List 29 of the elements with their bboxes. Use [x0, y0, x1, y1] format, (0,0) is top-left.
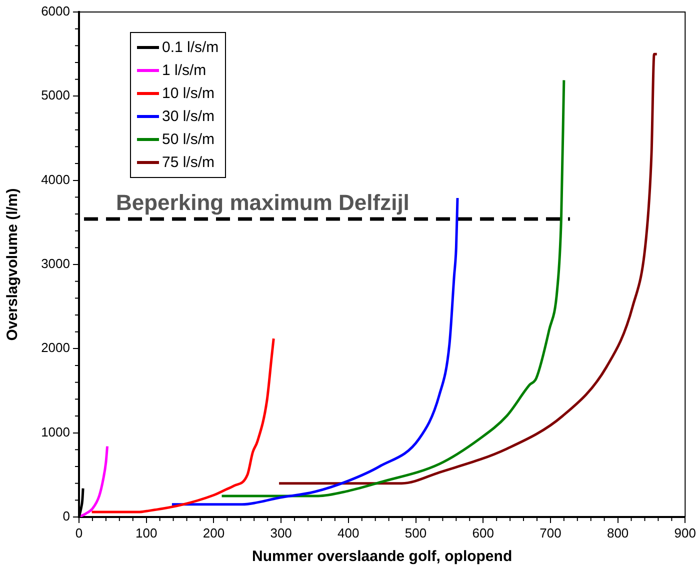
line-series	[79, 445, 109, 517]
x-tick-label: 900	[674, 525, 696, 540]
y-tick-label: 1000	[41, 424, 70, 440]
y-tick-label: 4000	[41, 172, 70, 187]
y-tick-label: 0	[62, 508, 70, 524]
x-tick-label: 0	[75, 525, 83, 540]
x-tick-label: 200	[202, 525, 225, 540]
x-tick-label: 600	[472, 525, 494, 540]
line-series	[220, 78, 566, 498]
y-axis-title: Overslagvolume (l/m)	[4, 188, 22, 341]
ref-line-label: Beperking maximum Delfzijl	[116, 190, 410, 216]
line-series	[90, 337, 275, 514]
y-tick-label: 6000	[41, 4, 70, 19]
legend-label: 1 l/s/m	[162, 61, 206, 81]
legend-label: 10 l/s/m	[162, 84, 215, 104]
x-axis-title: Nummer overslaande golf, oplopend	[252, 548, 512, 566]
x-tick-label: 100	[136, 525, 158, 540]
x-tick-label: 700	[540, 525, 562, 540]
x-tick-label: 800	[606, 525, 629, 540]
legend-label: 0.1 l/s/m	[162, 38, 219, 58]
legend-label: 75 l/s/m	[162, 153, 215, 173]
x-tick-label: 500	[404, 525, 427, 540]
legend-label: 50 l/s/m	[162, 130, 215, 150]
y-tick-label: 5000	[41, 88, 70, 103]
y-tick-label: 2000	[41, 340, 70, 356]
legend-label: 30 l/s/m	[162, 107, 215, 127]
x-tick-label: 300	[270, 525, 292, 540]
x-tick-label: 400	[338, 525, 360, 540]
y-tick-label: 3000	[41, 256, 70, 272]
